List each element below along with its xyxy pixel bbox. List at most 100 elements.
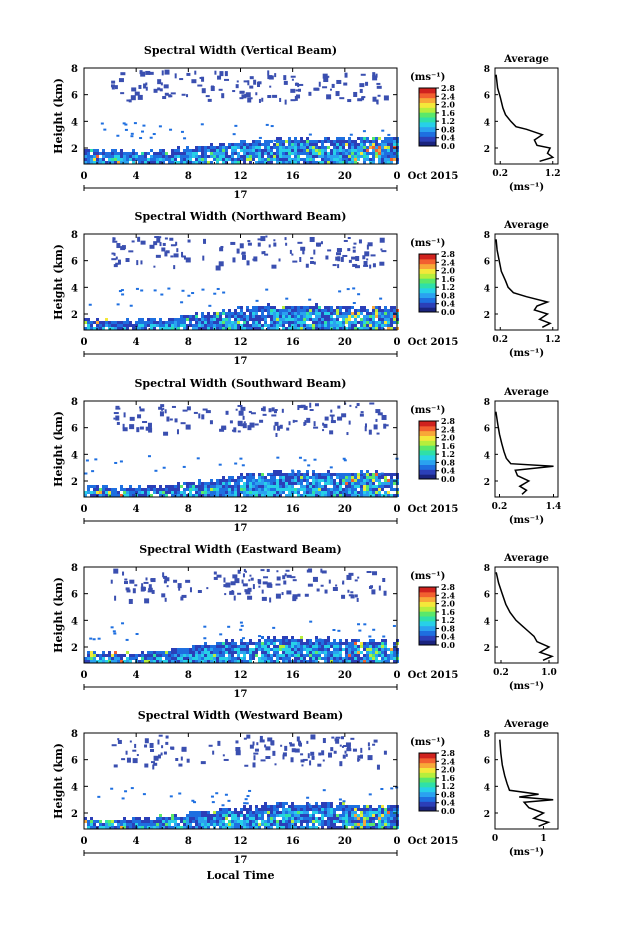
colorbar-tick-label: 0.8 [441, 789, 455, 799]
cloud-echo [335, 91, 340, 97]
heatmap-cell [384, 158, 387, 161]
heatmap-cell [306, 473, 309, 476]
heatmap-cell [363, 645, 366, 648]
heatmap-cell [219, 327, 222, 330]
heatmap-cell [96, 321, 99, 324]
heatmap-cell [249, 152, 252, 155]
heatmap-cell [225, 814, 228, 817]
heatmap-cell [135, 155, 138, 158]
avg-title: Average [503, 719, 549, 730]
cloud-echo [277, 425, 281, 431]
cloud-echo [383, 750, 387, 755]
cloud-echo [335, 256, 339, 261]
heatmap-cell [366, 146, 369, 149]
heatmap-cell [390, 155, 393, 158]
heatmap-cell [117, 494, 120, 497]
heatmap-cell [303, 312, 306, 315]
heatmap-cell [225, 161, 228, 164]
heatmap-cell [324, 327, 327, 330]
heatmap-cell [162, 327, 165, 330]
heatmap-cell [90, 817, 93, 820]
cloud-echo [271, 264, 277, 269]
heatmap-cell [375, 137, 378, 140]
heatmap-cell [309, 642, 312, 645]
heatmap-cell [297, 158, 300, 161]
heatmap-cell [267, 473, 270, 476]
heatmap-cell [237, 482, 240, 485]
heatmap-cell [135, 817, 138, 820]
heatmap-cell [204, 149, 207, 152]
cloud-echo [164, 597, 167, 602]
heatmap-cell [366, 158, 369, 161]
cloud-echo [171, 746, 175, 750]
heatmap-cell [225, 158, 228, 161]
cloud-echo [247, 80, 250, 86]
heatmap-cell [165, 158, 168, 161]
heatmap-cell [234, 324, 237, 327]
heatmap-cell [378, 149, 381, 152]
heatmap-cell [378, 143, 381, 146]
heatmap-cell [207, 324, 210, 327]
cloud-echo [317, 763, 322, 767]
cloud-echo [372, 96, 377, 102]
heatmap-cell [258, 660, 261, 663]
heatmap-cell [216, 152, 219, 155]
heatmap-cell [282, 805, 285, 808]
heatmap-cell [333, 654, 336, 657]
heatmap-cell [372, 642, 375, 645]
cloud-echo [150, 761, 155, 764]
heatmap-cell [240, 814, 243, 817]
heatmap-cell [153, 820, 156, 823]
cloud-echo [311, 755, 315, 760]
heatmap-cell [129, 654, 132, 657]
heatmap-cell [216, 654, 219, 657]
cloud-echo [136, 260, 139, 266]
heatmap-cell [375, 811, 378, 814]
heatmap-cell [225, 811, 228, 814]
colorbar-segment [419, 445, 436, 451]
heatmap-cell [288, 817, 291, 820]
heatmap-cell [126, 826, 129, 829]
heatmap-cell [384, 476, 387, 479]
heatmap-cell [294, 312, 297, 315]
heatmap-cell [354, 152, 357, 155]
heatmap-cell [261, 488, 264, 491]
cloud-echo [159, 411, 164, 417]
cloud-echo [286, 427, 290, 431]
heatmap-cell [288, 654, 291, 657]
heatmap-cell [300, 309, 303, 312]
heatmap-cell [258, 155, 261, 158]
heatmap-cell [210, 143, 213, 146]
heatmap-cell [258, 158, 261, 161]
heatmap-cell [309, 315, 312, 318]
heatmap-cell [366, 826, 369, 829]
cloud-echo [230, 581, 236, 586]
heatmap-cell [252, 651, 255, 654]
heatmap-cell [252, 140, 255, 143]
heatmap-cell [180, 657, 183, 660]
heatmap-cell [270, 482, 273, 485]
heatmap-cell [384, 321, 387, 324]
cloud-echo [165, 735, 169, 739]
heatmap-cell [345, 639, 348, 642]
heatmap-cell [393, 823, 396, 826]
heatmap-cell [93, 321, 96, 324]
heatmap-cell [288, 488, 291, 491]
heatmap-cell [249, 494, 252, 497]
cloud-echo [342, 745, 347, 748]
heatmap-cell [384, 143, 387, 146]
heatmap-cell [348, 161, 351, 164]
heatmap-cell [378, 488, 381, 491]
heatmap-cell [219, 479, 222, 482]
heatmap-cell [357, 476, 360, 479]
heatmap-cell [237, 651, 240, 654]
heatmap-cell [291, 158, 294, 161]
heatmap-cell [342, 152, 345, 155]
heatmap-cell [126, 660, 129, 663]
heatmap-cell [165, 491, 168, 494]
heatmap-cell [153, 654, 156, 657]
heatmap-cell [294, 817, 297, 820]
heatmap-cell [381, 817, 384, 820]
heatmap-cell [306, 823, 309, 826]
heatmap-cell [342, 327, 345, 330]
